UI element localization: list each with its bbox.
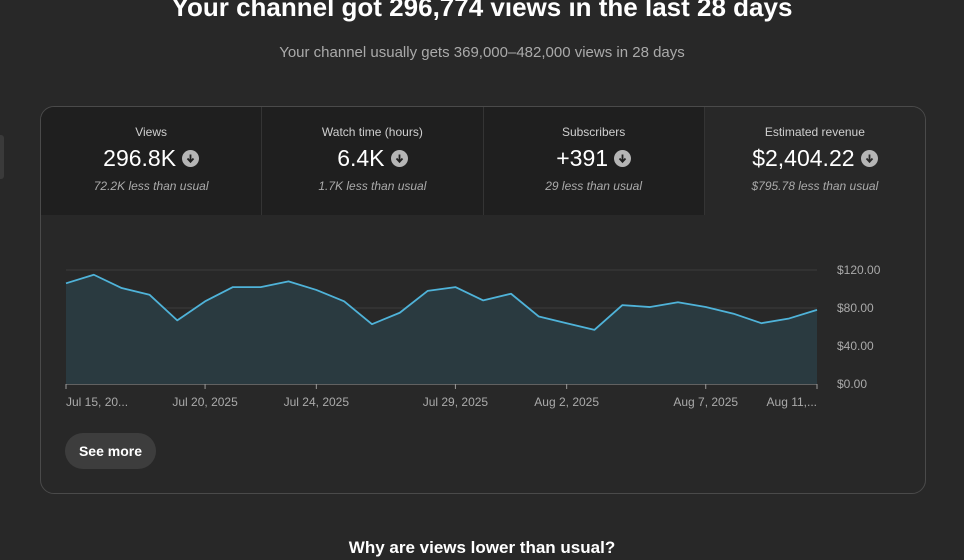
metric-value-row: $2,404.22	[705, 145, 925, 172]
side-panel-handle[interactable]	[0, 135, 4, 179]
page-headline: Your channel got 296,774 views in the la…	[171, 0, 793, 22]
arrow-down-circle-icon	[860, 150, 878, 167]
metric-label: Watch time (hours)	[321, 125, 423, 139]
series-area	[66, 274, 817, 384]
y-tick-label: $40.00	[837, 339, 874, 353]
metric-tab-estimated-revenue[interactable]: Estimated revenue $2,404.22 $795.78 less…	[704, 107, 925, 215]
metric-tabs: Views 296.8K 72.2K less than usual Watch…	[41, 107, 925, 215]
metric-value-row: 6.4K	[262, 145, 482, 172]
metric-value-row: 296.8K	[41, 145, 261, 172]
revenue-chart-svg[interactable]: $120.00 $80.00 $40.00 $0.00 Jul 15, 20... Jul…	[41, 215, 926, 415]
metric-value: 6.4K	[337, 145, 385, 171]
x-tick-label: Jul 24, 2025	[284, 395, 350, 409]
x-tick-label: Jul 20, 2025	[172, 395, 238, 409]
metric-value: 296.8K	[103, 145, 177, 171]
x-tick-label: Aug 7, 2025	[673, 395, 738, 409]
x-tick-label: Jul 15, 20...	[66, 395, 128, 409]
x-tick-label: Aug 11,...	[767, 395, 817, 409]
metric-value: $2,404.22	[752, 145, 855, 171]
arrow-down-circle-icon	[182, 150, 200, 167]
metric-tab-subscribers[interactable]: Subscribers +391 29 less than usual	[483, 107, 705, 215]
metric-label: Estimated revenue	[764, 125, 865, 139]
x-tick-label: Jul 29, 2025	[423, 395, 489, 409]
revenue-chart[interactable]: $120.00 $80.00 $40.00 $0.00 Jul 15, 20... Jul…	[41, 215, 926, 415]
metric-note: 1.7K less than usual	[318, 179, 427, 193]
metric-label: Views	[135, 125, 168, 139]
series-line	[65, 273, 818, 331]
metric-label: Subscribers	[561, 125, 626, 139]
page-subline: Your channel usually gets 369,000–482,00…	[279, 44, 685, 61]
arrow-down-circle-icon	[614, 150, 632, 167]
x-tick-label: Aug 2, 2025	[534, 395, 599, 409]
metric-value-row: +391	[484, 145, 704, 172]
metric-value: +391	[556, 145, 609, 171]
metric-note: 72.2K less than usual	[93, 179, 209, 193]
y-tick-label: $80.00	[837, 301, 874, 315]
analytics-card: Views 296.8K 72.2K less than usual Watch…	[40, 106, 926, 494]
y-tick-label: $120.00	[837, 263, 881, 277]
see-more-button[interactable]: See more	[65, 433, 156, 469]
metric-tab-views[interactable]: Views 296.8K 72.2K less than usual	[41, 107, 263, 215]
metric-note: 29 less than usual	[545, 179, 642, 193]
why-views-lower-heading: Why are views lower than usual?	[348, 538, 616, 557]
metric-note: $795.78 less than usual	[751, 179, 879, 193]
metric-tab-watch-time[interactable]: Watch time (hours) 6.4K 1.7K less than u…	[262, 107, 484, 215]
y-tick-label: $0.00	[837, 377, 867, 391]
arrow-down-circle-icon	[390, 150, 408, 167]
